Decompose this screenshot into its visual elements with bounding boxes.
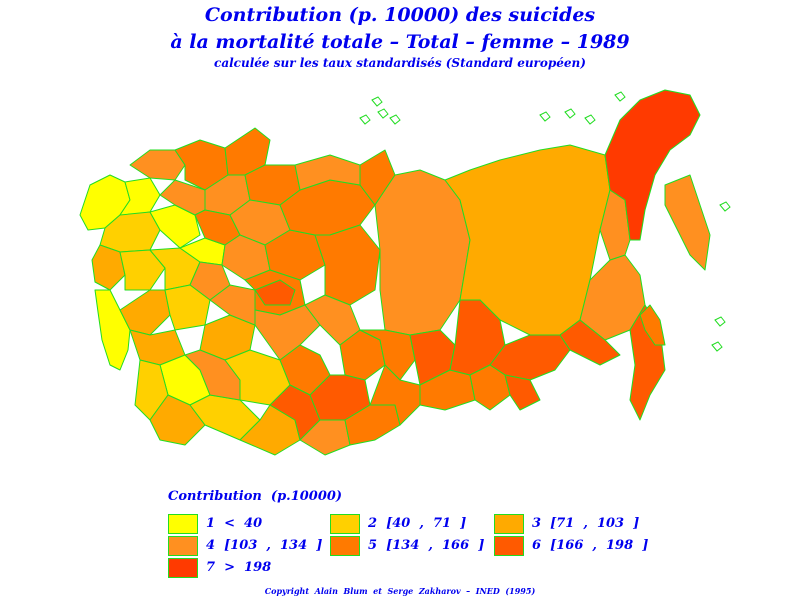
legend-swatch-6	[494, 536, 524, 556]
map-region	[579, 254, 646, 341]
legend-swatch-3	[494, 514, 524, 534]
map-region	[369, 364, 421, 426]
map-title-line-2: à la mortalité totale – Total – femme – …	[170, 31, 630, 53]
legend-label-6: 6 [166 , 198 ]	[532, 538, 649, 553]
legend-swatch-5	[330, 536, 360, 556]
map-region	[359, 329, 416, 381]
legend-label-2: 2 [40 , 71 ]	[368, 516, 467, 531]
map-region	[254, 279, 296, 306]
map-subtitle: calculée sur les taux standardisés (Stan…	[214, 56, 586, 70]
map-region	[639, 304, 666, 346]
island-outline	[719, 201, 731, 212]
map-regions	[79, 89, 731, 456]
map-region	[314, 224, 381, 306]
legend-swatch-4	[168, 536, 198, 556]
island-outline	[714, 316, 726, 327]
legend-label-7: 7 > 198	[206, 560, 272, 575]
copyright-text: Copyright Alain Blum et Serge Zakharov –…	[264, 586, 536, 596]
map-region	[664, 174, 711, 271]
island-outline	[371, 96, 383, 107]
legend-label-1: 1 < 40	[206, 516, 263, 531]
island-outline	[539, 111, 551, 122]
legend-title: Contribution (p.10000)	[168, 489, 343, 504]
map-region	[254, 304, 321, 361]
map-region	[604, 89, 701, 241]
legend-label-5: 5 [134 , 166 ]	[368, 538, 485, 553]
legend-swatch-2	[330, 514, 360, 534]
island-outline	[614, 91, 626, 102]
island-outline	[711, 341, 723, 352]
legend-label-3: 3 [71 , 103 ]	[532, 516, 640, 531]
island-outline	[584, 114, 596, 125]
island-outline	[377, 108, 389, 119]
island-outline	[564, 108, 576, 119]
island-outline	[389, 114, 401, 125]
legend-label-4: 4 [103 , 134 ]	[206, 538, 323, 553]
map-region	[504, 374, 541, 411]
choropleth-map	[79, 89, 731, 456]
legend-swatch-7	[168, 558, 198, 578]
map-region	[559, 319, 621, 366]
map-region	[129, 149, 186, 181]
island-outline	[359, 114, 371, 125]
map-region	[94, 289, 131, 371]
legend-swatch-1	[168, 514, 198, 534]
map-title-line-1: Contribution (p. 10000) des suicides	[204, 4, 596, 26]
